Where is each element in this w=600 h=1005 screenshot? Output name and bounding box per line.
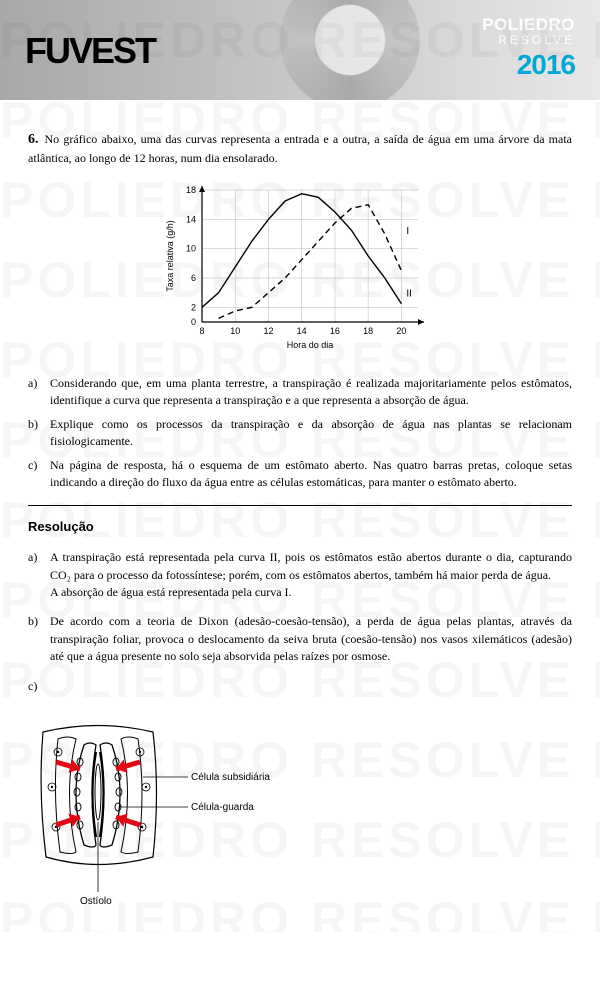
answer-text: [50, 678, 572, 695]
svg-text:8: 8: [199, 326, 204, 336]
svg-text:Hora do dia: Hora do dia: [287, 340, 334, 350]
item-text: Na página de resposta, há o esquema de u…: [50, 457, 572, 492]
question-item-c: c) Na página de resposta, há o esquema d…: [28, 457, 572, 492]
question-text: No gráfico abaixo, uma das curvas repres…: [28, 132, 572, 165]
stomata-diagram: Célula subsidiária Célula-guarda Ostíolo: [28, 707, 288, 907]
svg-text:14: 14: [186, 214, 196, 224]
item-text: Considerando que, em uma planta terrestr…: [50, 375, 572, 410]
answer-label: b): [28, 613, 50, 665]
header-logo: POLIEDRO RESOLVE 2016: [482, 15, 575, 81]
svg-text:6: 6: [191, 273, 196, 283]
page-content: 6.No gráfico abaixo, uma das curvas repr…: [0, 100, 600, 932]
answer-c: c): [28, 678, 572, 695]
svg-text:0: 0: [191, 317, 196, 327]
page-header: FUVEST POLIEDRO RESOLVE 2016: [0, 0, 600, 100]
exam-title: FUVEST: [25, 30, 155, 72]
exam-year: 2016: [482, 49, 575, 81]
svg-text:18: 18: [186, 185, 196, 195]
svg-text:II: II: [406, 288, 412, 299]
answer-text: De acordo com a teoria de Dixon (adesão-…: [50, 613, 572, 665]
brand-subtitle: RESOLVE: [482, 33, 575, 47]
transpiration-chart: 8101214161820026101418IIIHora do diaTaxa…: [160, 182, 440, 352]
svg-text:Ostíolo: Ostíolo: [80, 896, 112, 907]
svg-text:Célula-guarda: Célula-guarda: [191, 802, 254, 813]
brand-name: POLIEDRO: [482, 15, 575, 35]
item-label: a): [28, 375, 50, 410]
answer-b: b) De acordo com a teoria de Dixon (ades…: [28, 613, 572, 665]
svg-text:I: I: [406, 226, 409, 237]
stomata-diagram-container: Célula subsidiária Célula-guarda Ostíolo: [28, 707, 572, 912]
question-number: 6.: [28, 130, 39, 150]
svg-text:2: 2: [191, 302, 196, 312]
question-stem: 6.No gráfico abaixo, uma das curvas repr…: [28, 130, 572, 168]
svg-text:14: 14: [297, 326, 307, 336]
answer-label: c): [28, 678, 50, 695]
svg-text:12: 12: [263, 326, 273, 336]
question-item-a: a) Considerando que, em uma planta terre…: [28, 375, 572, 410]
svg-text:18: 18: [363, 326, 373, 336]
svg-text:Taxa relativa (g/h): Taxa relativa (g/h): [165, 220, 175, 292]
svg-text:20: 20: [396, 326, 406, 336]
svg-text:16: 16: [330, 326, 340, 336]
item-label: b): [28, 416, 50, 451]
answer-a: a) A transpiração está representada pela…: [28, 549, 572, 601]
svg-text:10: 10: [230, 326, 240, 336]
chart-container: 8101214161820026101418IIIHora do diaTaxa…: [28, 182, 572, 357]
header-decor-circle: [280, 0, 420, 100]
resolution-heading: Resolução: [28, 518, 572, 537]
question-items: a) Considerando que, em uma planta terre…: [28, 375, 572, 491]
svg-text:Célula subsidiária: Célula subsidiária: [191, 772, 270, 783]
item-text: Explique como os processos da transpiraç…: [50, 416, 572, 451]
item-label: c): [28, 457, 50, 492]
divider: [28, 505, 572, 506]
question-item-b: b) Explique como os processos da transpi…: [28, 416, 572, 451]
answer-label: a): [28, 549, 50, 601]
answer-text: A transpiração está representada pela cu…: [50, 549, 572, 601]
svg-text:10: 10: [186, 243, 196, 253]
